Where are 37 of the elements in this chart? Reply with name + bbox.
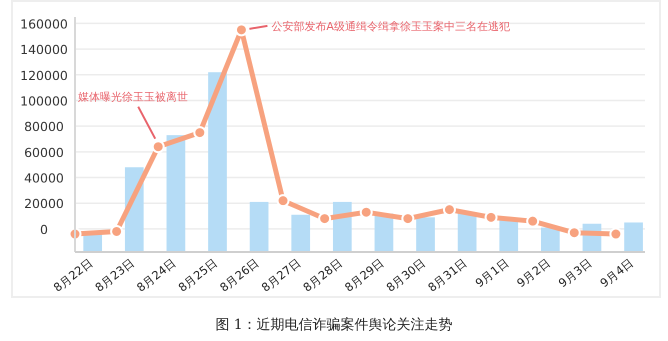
bar [458, 213, 476, 252]
point [401, 212, 414, 226]
point [568, 226, 581, 240]
y-tick-label: 120000 [20, 68, 68, 83]
y-tick-label: 40000 [24, 170, 64, 186]
point [442, 203, 456, 216]
y-tick-label: 60000 [24, 144, 64, 160]
bar [499, 220, 518, 252]
x-tick-label: 9月4日 [597, 255, 636, 290]
point [234, 23, 248, 36]
bar [540, 228, 560, 252]
bar [208, 72, 227, 252]
annotation: 媒体曝光徐玉玉被离世 [78, 90, 188, 104]
y-tick-label: 20000 [24, 196, 64, 212]
annotation: 公安部发布A级通缉令缉拿徐玉玉案中三名在逃犯 [271, 20, 510, 33]
x-tick-label: 9月2日 [514, 255, 554, 290]
point [360, 206, 373, 219]
point [484, 210, 498, 224]
bar [291, 214, 310, 252]
bar [416, 217, 435, 252]
y-tick-label: 140000 [20, 42, 68, 58]
bar [624, 222, 643, 252]
y-tick-label: 100000 [20, 93, 68, 108]
y-tick-label: 80000 [24, 119, 64, 134]
bar [250, 202, 268, 252]
x-tick-label: 9月3日 [556, 255, 595, 290]
y-tick-label: 0 [40, 222, 48, 237]
point [318, 212, 332, 226]
point [193, 126, 206, 140]
point [276, 194, 290, 208]
bar [166, 135, 186, 252]
point [152, 140, 165, 154]
caption: 图 1：近期电信诈骗案件舆论关注走势 [215, 316, 453, 333]
point [110, 224, 124, 238]
point [526, 214, 540, 228]
y-tick-label: 160000 [20, 16, 68, 32]
x-tick-label: 9月1日 [472, 255, 512, 290]
